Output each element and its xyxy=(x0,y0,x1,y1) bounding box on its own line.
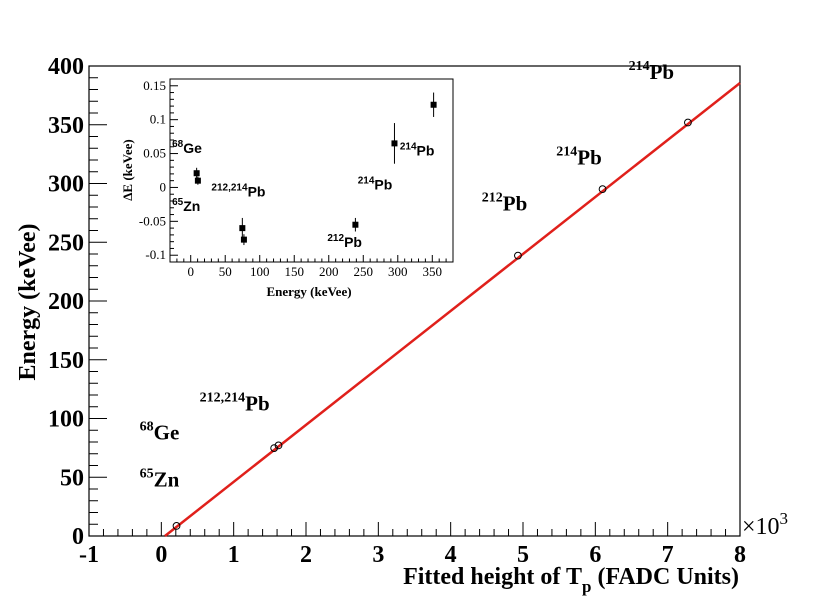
inset-y-tick-label: 0 xyxy=(160,179,167,194)
main-data-point xyxy=(598,185,607,194)
main-x-tick-label: 6 xyxy=(589,542,601,568)
main-y-tick-label: 150 xyxy=(48,348,84,374)
main-data-point xyxy=(514,251,522,260)
inset-x-tick-label: 200 xyxy=(319,264,339,279)
inset-isotope-label: 68Ge xyxy=(172,139,202,156)
inset-x-tick-label: 350 xyxy=(423,264,443,279)
inset-x-tick-label: 0 xyxy=(187,264,194,279)
main-x-tick-label: 5 xyxy=(517,542,529,568)
main-x-tick-label: 8 xyxy=(734,542,746,568)
main-data-points xyxy=(172,118,692,530)
main-x-axis-title: Fitted height of Tp (FADC Units) xyxy=(403,564,739,596)
main-data-point xyxy=(270,444,279,453)
inset-data-point xyxy=(240,236,247,243)
inset-plot-frame xyxy=(169,78,454,263)
main-y-tick-label: 350 xyxy=(48,113,84,139)
main-isotope-label: 212,214Pb xyxy=(200,390,270,415)
inset-data-point xyxy=(391,140,398,147)
inset-data-point xyxy=(193,170,200,177)
inset-annotations: 68Ge 65Zn 212,214Pb 212Pb 214Pb 214Pb xyxy=(172,139,434,250)
main-data-point xyxy=(274,441,283,450)
inset-data-point xyxy=(430,101,437,108)
inset-y-tick-label: 0.05 xyxy=(143,146,166,161)
main-y-tick-label: 250 xyxy=(48,230,84,256)
inset-y-tick-label: 0.15 xyxy=(143,78,166,93)
inset-y-tick-label: -0.1 xyxy=(145,247,166,262)
inset-chart: 0 50 100 150 200 250 300 350 -0.1 -0.05 0 0.05 0.1 0.… xyxy=(120,78,454,299)
inset-isotope-label: 214Pb xyxy=(358,175,393,192)
main-y-tick-label: 100 xyxy=(48,407,84,433)
main-x-tick-label: -1 xyxy=(79,542,99,568)
main-fit-line xyxy=(164,82,741,537)
main-y-tick-label: 400 xyxy=(48,54,84,80)
inset-axis-ticks: 0 50 100 150 200 250 300 350 -0.1 -0.05 0 0.05 0.1 0.… xyxy=(139,78,447,279)
main-isotope-label: 214Pb xyxy=(629,59,675,84)
inset-x-axis-title: Energy (keVee) xyxy=(266,284,351,299)
inset-data-point xyxy=(194,177,201,184)
main-isotope-label: 214Pb xyxy=(556,145,602,170)
inset-isotope-label: 214Pb xyxy=(400,142,435,159)
inset-isotope-label: 212Pb xyxy=(327,233,362,250)
inset-data-point xyxy=(352,221,359,228)
inset-x-tick-label: 100 xyxy=(250,264,270,279)
main-data-point xyxy=(684,118,692,127)
main-y-tick-label: 0 xyxy=(72,524,84,550)
inset-x-tick-label: 150 xyxy=(284,264,304,279)
inset-data-point xyxy=(239,225,246,232)
main-isotope-label: 65Zn xyxy=(140,467,180,492)
inset-y-tick-label: 0.1 xyxy=(150,112,166,127)
main-y-tick-label: 300 xyxy=(48,172,84,198)
main-y-axis-title: Energy (keVee) xyxy=(15,223,41,380)
main-y-tick-label: 200 xyxy=(48,289,84,315)
inset-y-tick-label: -0.05 xyxy=(139,213,166,228)
fit-line xyxy=(164,82,741,537)
main-data-point xyxy=(172,521,181,530)
inset-x-tick-label: 250 xyxy=(354,264,374,279)
main-x-tick-label: 7 xyxy=(662,542,674,568)
main-x-tick-label: 2 xyxy=(300,542,312,568)
inset-data-points xyxy=(193,92,437,246)
main-x-tick-label: 1 xyxy=(228,542,240,568)
inset-isotope-label: 212,214Pb xyxy=(211,182,265,199)
main-annotations: 65Zn 68Ge 212,214Pb 212Pb 214Pb 214Pb xyxy=(140,59,674,492)
inset-isotope-label: 65Zn xyxy=(172,197,200,214)
main-isotope-label: 212Pb xyxy=(482,191,528,216)
x-multiplier-label: ×103 xyxy=(742,509,788,540)
inset-x-tick-label: 50 xyxy=(219,264,232,279)
main-isotope-label: 68Ge xyxy=(140,420,180,445)
main-y-tick-label: 50 xyxy=(60,465,84,491)
main-x-tick-label: 3 xyxy=(372,542,384,568)
inset-x-tick-label: 300 xyxy=(388,264,408,279)
main-x-tick-label: 4 xyxy=(445,542,457,568)
inset-y-axis-title: ΔE (keVee) xyxy=(120,139,135,200)
main-x-tick-label: 0 xyxy=(155,542,167,568)
